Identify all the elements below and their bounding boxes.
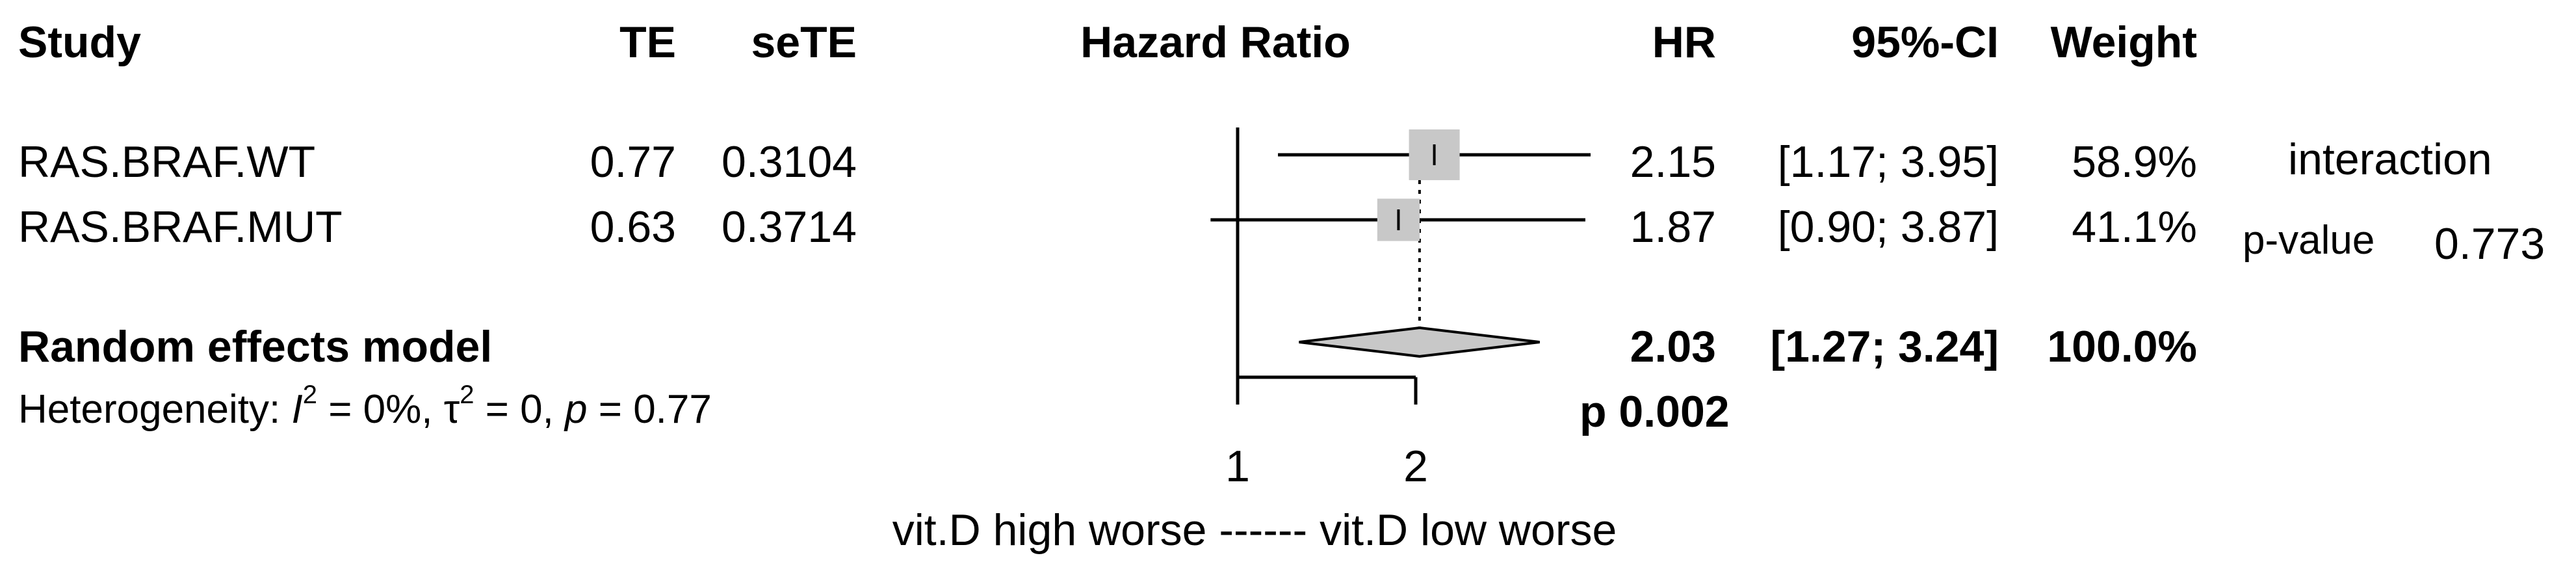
header-hazard-ratio: Hazard Ratio xyxy=(1080,18,1351,67)
x-tick-label-2: 2 xyxy=(1403,442,1428,491)
pooled-ci: [1.27; 3.24] xyxy=(1770,322,1999,371)
study-weight-1: 58.9% xyxy=(2072,137,2197,187)
study-te-2: 0.63 xyxy=(590,202,676,252)
study-sete-2: 0.3714 xyxy=(722,202,857,252)
p-value: = 0.77 xyxy=(599,387,712,432)
study-te-1: 0.77 xyxy=(590,137,676,187)
tau-symbol: τ xyxy=(444,387,460,432)
study-weight-2: 41.1% xyxy=(2072,202,2197,252)
header-weight: Weight xyxy=(2051,18,2197,67)
header-hr: HR xyxy=(1652,18,1716,67)
pooled-p-value: p 0.002 xyxy=(1580,387,1730,436)
study-ci-1: [1.17; 3.95] xyxy=(1778,137,1999,187)
header-ci: 95%-CI xyxy=(1851,18,1999,67)
pooled-name: Random effects model xyxy=(18,322,492,371)
heterogeneity-text: Heterogeneity: I2 = 0%, τ2 = 0, p = 0.77 xyxy=(18,380,712,432)
interaction-p-label: p-value xyxy=(2243,218,2374,263)
study-ci-2: [0.90; 3.87] xyxy=(1778,202,1999,252)
interaction-p-value: 0.773 xyxy=(2434,219,2545,269)
header-study: Study xyxy=(18,18,141,67)
study-hr-1: 2.15 xyxy=(1630,137,1716,187)
header-te: TE xyxy=(619,18,676,67)
tau-value: = 0, xyxy=(486,387,565,432)
study-sete-1: 0.3104 xyxy=(722,137,857,187)
i2-symbol: I xyxy=(291,387,302,432)
pooled-weight: 100.0% xyxy=(2047,322,2197,371)
pooled-hr: 2.03 xyxy=(1630,322,1716,371)
header-sete: seTE xyxy=(751,18,857,67)
heterogeneity-prefix: Heterogeneity: xyxy=(18,387,291,432)
study-name-1: RAS.BRAF.WT xyxy=(18,137,315,187)
p-symbol: p xyxy=(564,387,587,432)
interaction-label: interaction xyxy=(2288,135,2492,184)
pooled-diamond xyxy=(1299,326,1540,358)
study-name-2: RAS.BRAF.MUT xyxy=(18,202,343,252)
x-axis-label: vit.D high worse ------ vit.D low worse xyxy=(892,505,1617,555)
x-tick-label-1: 1 xyxy=(1225,442,1250,491)
study-hr-2: 1.87 xyxy=(1630,202,1716,252)
i2-value: = 0%, xyxy=(328,387,444,432)
